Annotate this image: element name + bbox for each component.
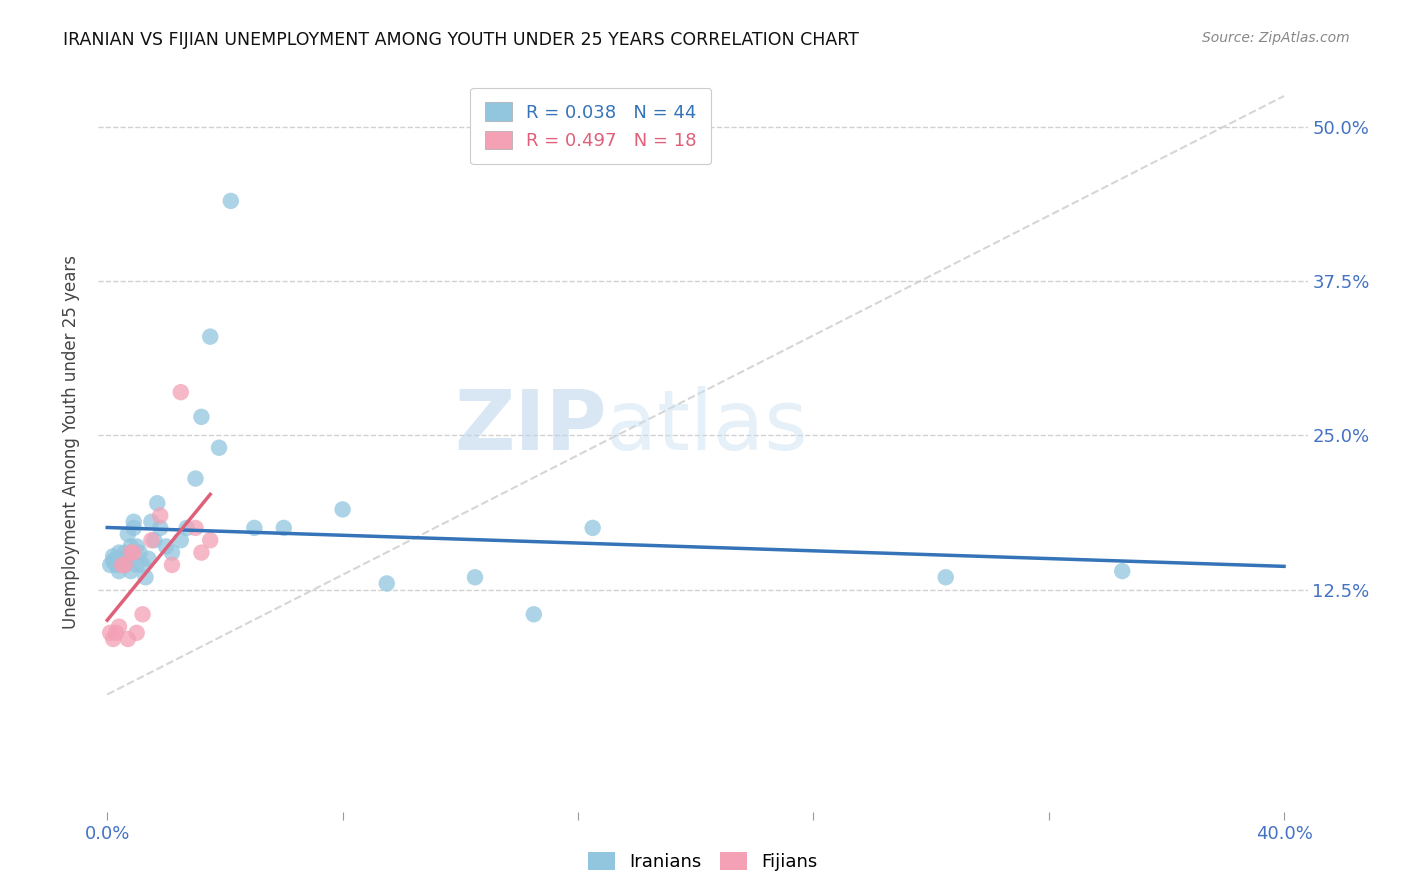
Point (219, 194, 242, 208)
Point (176, 521, 198, 535)
Point (101, 554, 124, 568)
Point (105, 558, 128, 572)
Text: atlas: atlas (606, 386, 808, 467)
Point (120, 540, 142, 554)
Point (105, 625, 128, 640)
Point (111, 551, 134, 566)
Point (101, 549, 124, 564)
Point (149, 521, 172, 535)
Point (190, 409, 212, 424)
Point (101, 632, 124, 646)
Point (208, 441, 231, 455)
Point (114, 558, 136, 572)
Legend: Iranians, Fijians: Iranians, Fijians (581, 845, 825, 879)
Point (273, 521, 295, 535)
Point (141, 515, 163, 529)
Point (170, 533, 193, 548)
Point (122, 515, 145, 529)
Point (117, 551, 139, 566)
Y-axis label: Unemployment Among Youth under 25 years: Unemployment Among Youth under 25 years (62, 254, 80, 629)
Point (200, 533, 222, 548)
Point (160, 558, 183, 572)
Text: Source: ZipAtlas.com: Source: ZipAtlas.com (1202, 31, 1350, 45)
Point (131, 607, 153, 622)
Point (935, 570, 957, 584)
Point (98, 625, 121, 640)
Point (108, 620, 131, 634)
Point (120, 546, 142, 560)
Point (190, 546, 212, 560)
Point (141, 533, 163, 548)
Point (122, 546, 145, 560)
Point (143, 533, 166, 548)
Point (582, 521, 605, 535)
Point (117, 527, 139, 541)
Point (184, 521, 207, 535)
Point (184, 472, 207, 486)
Point (138, 551, 160, 566)
Point (131, 558, 153, 572)
Point (332, 502, 354, 516)
Point (128, 546, 150, 560)
Point (117, 632, 139, 646)
Point (120, 564, 142, 578)
Point (111, 558, 134, 572)
Point (146, 496, 169, 510)
Point (134, 570, 156, 584)
Point (114, 558, 136, 572)
Point (243, 521, 266, 535)
Point (108, 546, 131, 560)
Point (160, 546, 183, 560)
Point (105, 551, 128, 566)
Point (149, 508, 172, 523)
Point (1111, 564, 1133, 578)
Point (114, 546, 136, 560)
Point (122, 521, 145, 535)
Point (98, 558, 121, 572)
Text: IRANIAN VS FIJIAN UNEMPLOYMENT AMONG YOUTH UNDER 25 YEARS CORRELATION CHART: IRANIAN VS FIJIAN UNEMPLOYMENT AMONG YOU… (63, 31, 859, 49)
Point (523, 607, 546, 622)
Point (125, 540, 148, 554)
Point (108, 564, 131, 578)
Point (200, 329, 222, 343)
Point (155, 540, 177, 554)
Point (170, 385, 193, 400)
Point (464, 570, 486, 584)
Point (125, 625, 148, 640)
Text: ZIP: ZIP (454, 386, 606, 467)
Point (375, 576, 398, 591)
Legend: R = 0.038   N = 44, R = 0.497   N = 18: R = 0.038 N = 44, R = 0.497 N = 18 (470, 87, 711, 164)
Point (125, 558, 148, 572)
